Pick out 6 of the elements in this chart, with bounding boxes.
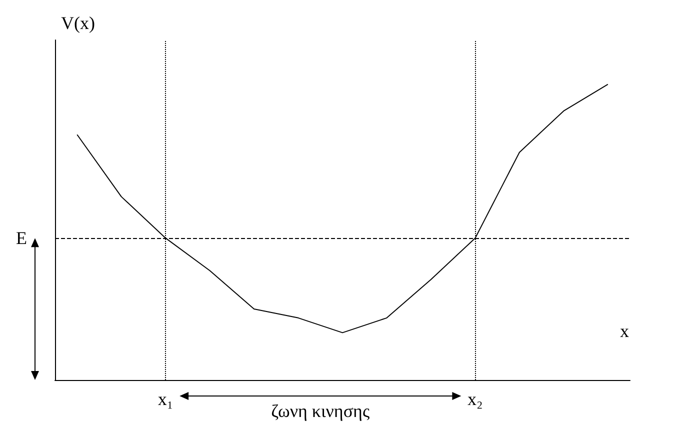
x-tick-label: x₂ bbox=[468, 389, 483, 409]
ref-line-label: E bbox=[16, 228, 27, 248]
x-axis-title: x bbox=[620, 321, 629, 341]
y-axis-title: V(x) bbox=[61, 13, 95, 33]
x-tick-label: x₁ bbox=[158, 389, 174, 409]
text: ζωνη κινησης bbox=[271, 401, 370, 421]
